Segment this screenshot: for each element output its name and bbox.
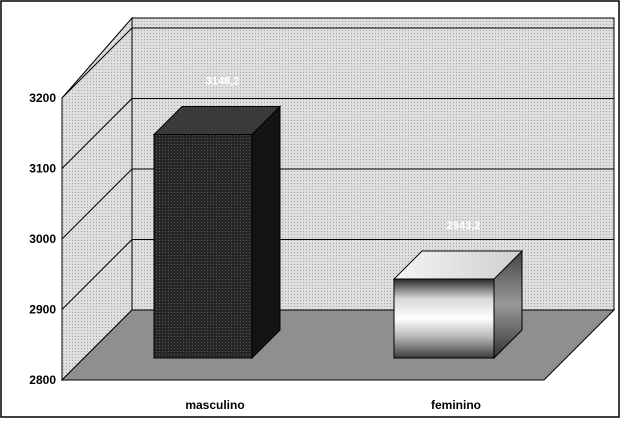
y-tick-label: 2900 xyxy=(29,303,56,317)
data-label: 2943,2 xyxy=(447,220,481,232)
bar-front-face xyxy=(153,134,253,359)
x-category-label: masculino xyxy=(185,398,244,412)
data-labels: 3148,2 2943,2 xyxy=(206,76,481,233)
x-category-label: feminino xyxy=(431,398,481,412)
y-axis-tick-labels: 2800 2900 3000 3100 3200 xyxy=(29,91,56,387)
data-label: 3148,2 xyxy=(206,76,240,88)
gridline-side xyxy=(61,239,133,310)
y-tick-label: 3000 xyxy=(29,232,56,246)
bars xyxy=(152,105,524,360)
gridline-side xyxy=(61,98,133,169)
bar-masculino xyxy=(152,105,282,360)
floor xyxy=(60,309,616,381)
gridline-side xyxy=(61,27,133,99)
y-tick-label: 3200 xyxy=(29,91,56,105)
y-tick-label: 3100 xyxy=(29,162,56,176)
bar-front-face xyxy=(393,278,495,359)
x-axis-category-labels: masculino feminino xyxy=(185,398,481,412)
bar-feminino xyxy=(392,249,524,360)
bar-side-face xyxy=(251,105,281,360)
gridline-side xyxy=(61,168,133,240)
y-tick-label: 2800 xyxy=(29,373,56,387)
